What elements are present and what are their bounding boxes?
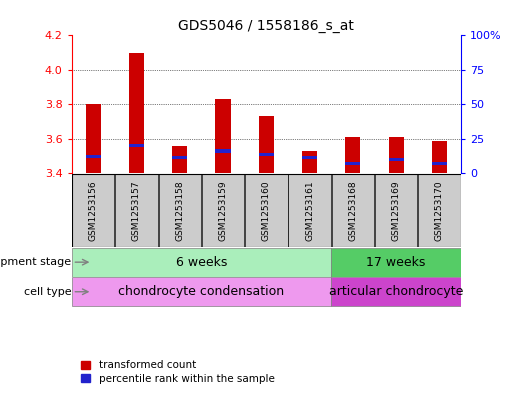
Text: chondrocyte condensation: chondrocyte condensation bbox=[118, 285, 285, 298]
Bar bbox=[86, 154, 101, 158]
FancyBboxPatch shape bbox=[332, 174, 374, 247]
Bar bbox=[432, 162, 447, 165]
Bar bbox=[216, 99, 231, 173]
Bar bbox=[216, 149, 231, 152]
Bar bbox=[346, 137, 360, 173]
FancyBboxPatch shape bbox=[288, 174, 331, 247]
FancyBboxPatch shape bbox=[202, 174, 244, 247]
Text: 6 weeks: 6 weeks bbox=[176, 256, 227, 269]
Bar bbox=[86, 105, 101, 173]
Bar bbox=[172, 156, 187, 160]
Text: GSM1253156: GSM1253156 bbox=[89, 180, 98, 241]
FancyBboxPatch shape bbox=[418, 174, 461, 247]
Text: GSM1253170: GSM1253170 bbox=[435, 180, 444, 241]
FancyBboxPatch shape bbox=[245, 174, 288, 247]
FancyBboxPatch shape bbox=[72, 277, 331, 306]
FancyBboxPatch shape bbox=[375, 174, 418, 247]
FancyBboxPatch shape bbox=[115, 174, 158, 247]
FancyBboxPatch shape bbox=[72, 248, 331, 277]
Bar bbox=[172, 146, 187, 173]
Bar bbox=[259, 153, 274, 156]
FancyBboxPatch shape bbox=[331, 248, 461, 277]
Text: GSM1253159: GSM1253159 bbox=[218, 180, 227, 241]
FancyBboxPatch shape bbox=[158, 174, 201, 247]
Bar bbox=[388, 137, 404, 173]
Title: GDS5046 / 1558186_s_at: GDS5046 / 1558186_s_at bbox=[179, 19, 354, 33]
Text: 17 weeks: 17 weeks bbox=[366, 256, 426, 269]
Text: development stage: development stage bbox=[0, 257, 72, 267]
Bar bbox=[302, 156, 317, 160]
Bar bbox=[129, 53, 144, 173]
Bar bbox=[432, 141, 447, 173]
FancyBboxPatch shape bbox=[72, 174, 114, 247]
Text: GSM1253157: GSM1253157 bbox=[132, 180, 141, 241]
Bar bbox=[259, 116, 274, 173]
Text: GSM1253161: GSM1253161 bbox=[305, 180, 314, 241]
FancyBboxPatch shape bbox=[331, 277, 461, 306]
Text: GSM1253168: GSM1253168 bbox=[348, 180, 357, 241]
Bar bbox=[346, 162, 360, 165]
Bar bbox=[129, 144, 144, 147]
Text: GSM1253160: GSM1253160 bbox=[262, 180, 271, 241]
Text: GSM1253158: GSM1253158 bbox=[175, 180, 184, 241]
Bar bbox=[388, 158, 404, 161]
Bar bbox=[302, 151, 317, 173]
Text: cell type: cell type bbox=[24, 287, 72, 297]
Text: GSM1253169: GSM1253169 bbox=[392, 180, 401, 241]
Text: articular chondrocyte: articular chondrocyte bbox=[329, 285, 463, 298]
Legend: transformed count, percentile rank within the sample: transformed count, percentile rank withi… bbox=[77, 356, 279, 388]
